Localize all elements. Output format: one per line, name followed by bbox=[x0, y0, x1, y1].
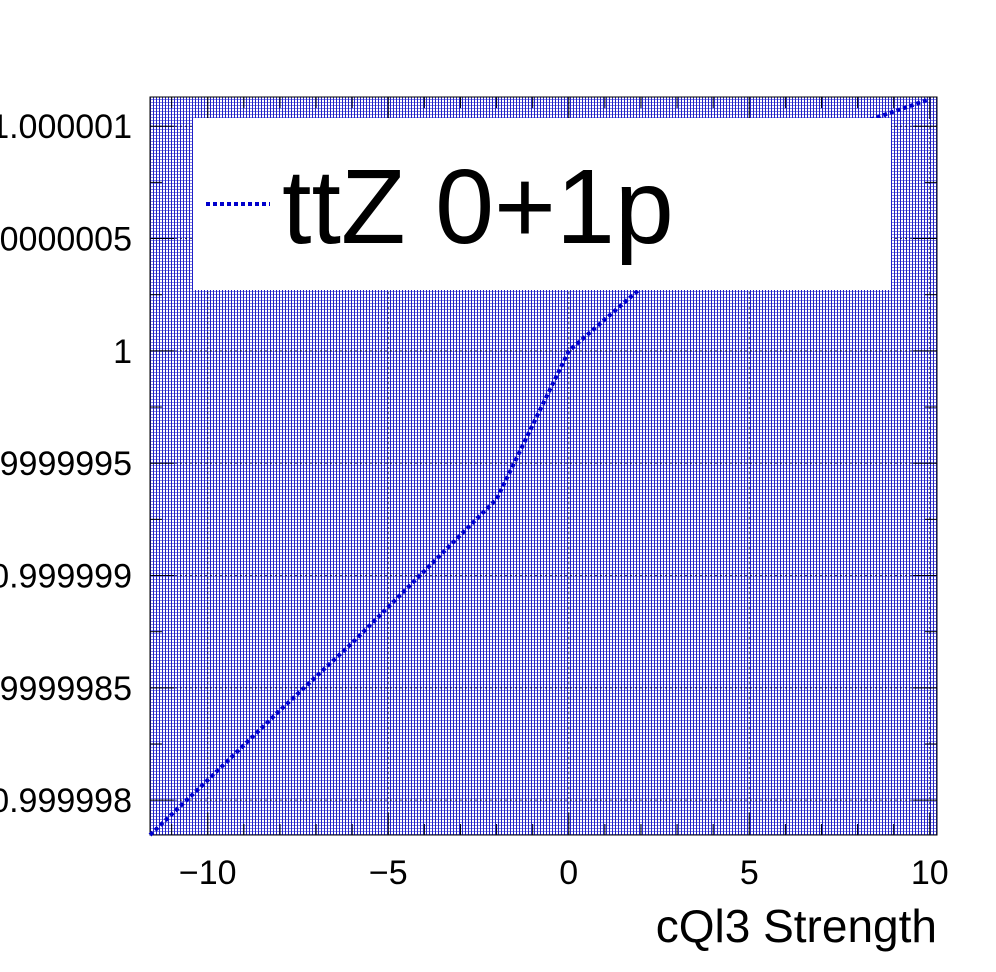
x-tick-labels: −10 −5 0 5 10 bbox=[179, 854, 949, 892]
legend-label-ttz-0p1p: ttZ 0+1p bbox=[282, 148, 674, 266]
y-tick-label: 0.999999 bbox=[0, 558, 132, 596]
x-axis-title: cQl3 Strength bbox=[656, 900, 937, 952]
x-tick-label: 5 bbox=[740, 854, 759, 892]
x-tick-label: 0 bbox=[559, 854, 578, 892]
y-tick-labels: 0.999998 0.9999985 0.999999 0.9999995 1 1.000… bbox=[0, 108, 132, 820]
y-tick-label: 1.0000005 bbox=[0, 221, 132, 259]
y-tick-label: 0.999998 bbox=[0, 782, 132, 820]
x-tick-label: −5 bbox=[369, 854, 408, 892]
y-tick-label: 0.9999985 bbox=[0, 670, 132, 708]
x-tick-label: −10 bbox=[179, 854, 237, 892]
legend: ttZ 0+1p bbox=[193, 118, 891, 290]
y-tick-label: 1 bbox=[113, 333, 132, 371]
y-tick-label: 1.000001 bbox=[0, 108, 132, 146]
x-tick-label: 10 bbox=[911, 854, 949, 892]
y-tick-label: 0.9999995 bbox=[0, 445, 132, 483]
